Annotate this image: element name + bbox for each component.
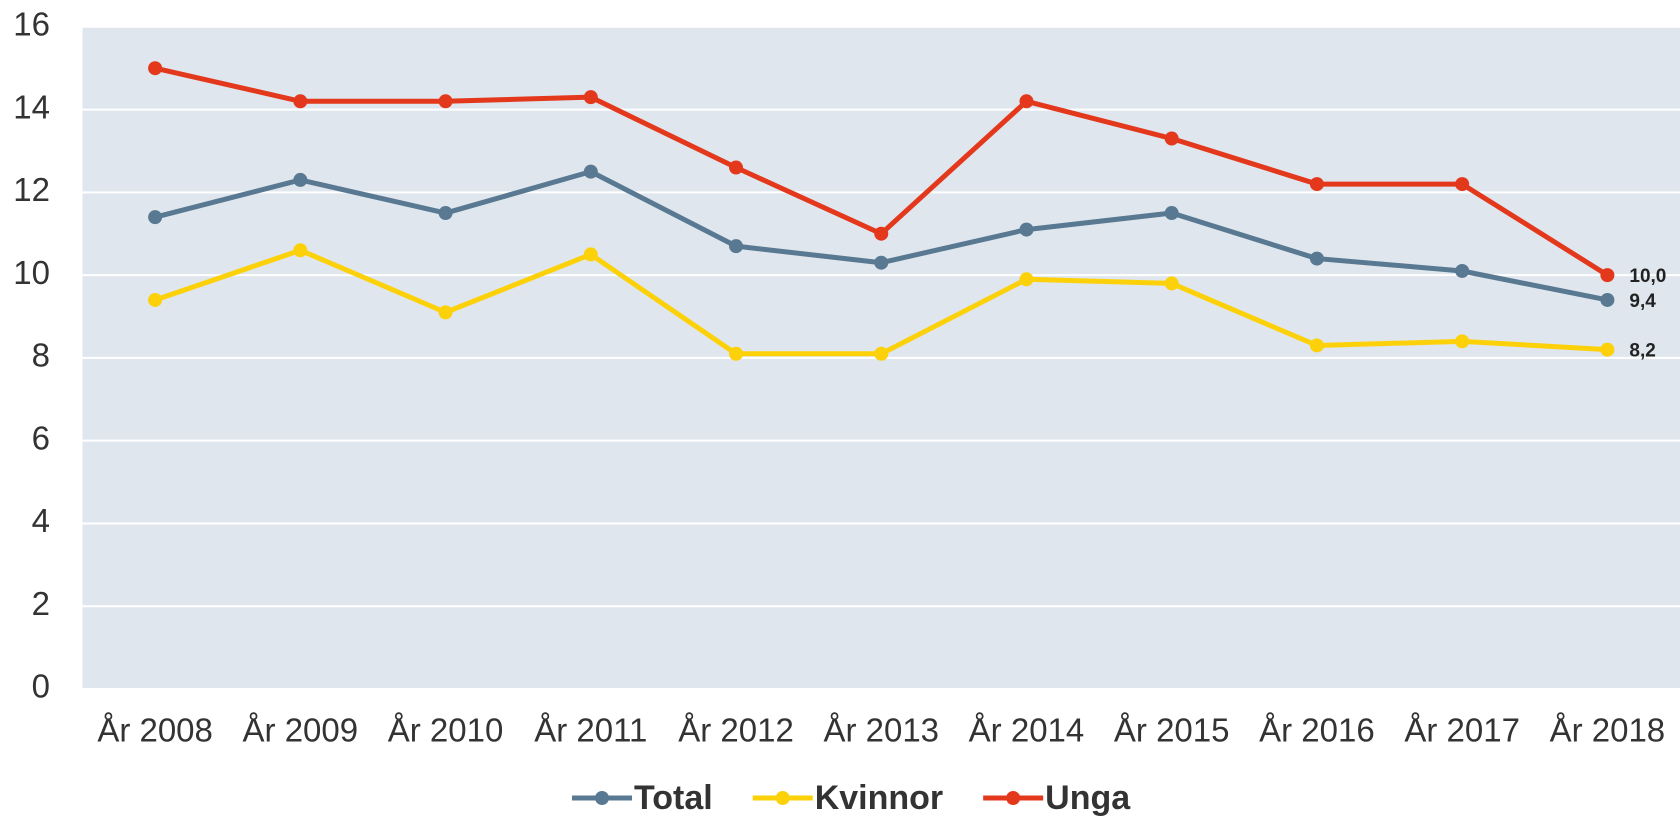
data-point (293, 94, 308, 109)
data-point (438, 305, 453, 320)
data-point (293, 243, 308, 258)
legend-label: Unga (1045, 779, 1131, 817)
legend-marker (595, 791, 609, 805)
data-point (148, 210, 163, 225)
data-point (1455, 263, 1470, 278)
data-label: 9,4 (1629, 291, 1656, 312)
data-point (583, 164, 598, 179)
y-tick-label: 2 (32, 585, 50, 622)
y-tick-label: 0 (32, 668, 50, 705)
y-tick-label: 12 (13, 171, 50, 208)
legend-marker (775, 791, 790, 805)
y-tick-label: 10 (13, 254, 50, 291)
x-tick-label: År 2008 (97, 712, 213, 749)
data-point (583, 247, 598, 262)
y-tick-label: 16 (13, 6, 50, 43)
data-label: 10,0 (1629, 266, 1666, 287)
data-label: 8,2 (1629, 341, 1655, 362)
data-point (1600, 268, 1615, 283)
data-point (148, 292, 163, 307)
data-point (1019, 272, 1034, 287)
data-point (1455, 177, 1470, 192)
data-point (148, 61, 163, 76)
y-tick-label: 8 (32, 337, 50, 374)
data-point (1019, 94, 1034, 109)
legend-marker (1006, 791, 1021, 805)
x-tick-label: År 2013 (823, 712, 939, 749)
data-point (438, 206, 453, 221)
y-tick-label: 14 (13, 88, 50, 125)
data-point (729, 346, 744, 361)
x-tick-label: År 2018 (1550, 712, 1666, 749)
x-tick-label: År 2017 (1404, 712, 1520, 749)
data-point (1309, 177, 1324, 192)
legend-label: Kvinnor (815, 779, 943, 817)
data-point (874, 255, 889, 270)
data-point (1600, 292, 1615, 307)
data-point (293, 172, 308, 187)
data-point (1309, 251, 1324, 266)
x-tick-label: År 2010 (388, 712, 504, 749)
data-point (583, 90, 598, 105)
data-point (1019, 222, 1034, 237)
x-tick-label: År 2016 (1259, 712, 1375, 749)
legend-label: Total (634, 779, 713, 817)
x-tick-label: År 2011 (534, 712, 647, 749)
data-point (1164, 276, 1179, 291)
data-point (729, 239, 744, 254)
data-point (874, 226, 889, 241)
data-point (1164, 206, 1179, 221)
x-tick-label: År 2014 (969, 712, 1085, 749)
y-tick-label: 4 (32, 502, 50, 539)
y-tick-label: 6 (32, 419, 50, 456)
x-tick-label: År 2015 (1114, 712, 1230, 749)
data-point (1309, 338, 1324, 353)
data-point (729, 160, 744, 175)
x-tick-label: År 2012 (678, 712, 794, 749)
data-point (1600, 342, 1615, 357)
data-point (874, 346, 889, 361)
data-point (438, 94, 453, 109)
data-point (1455, 334, 1470, 349)
data-point (1164, 131, 1179, 146)
x-tick-label: År 2009 (243, 712, 359, 749)
